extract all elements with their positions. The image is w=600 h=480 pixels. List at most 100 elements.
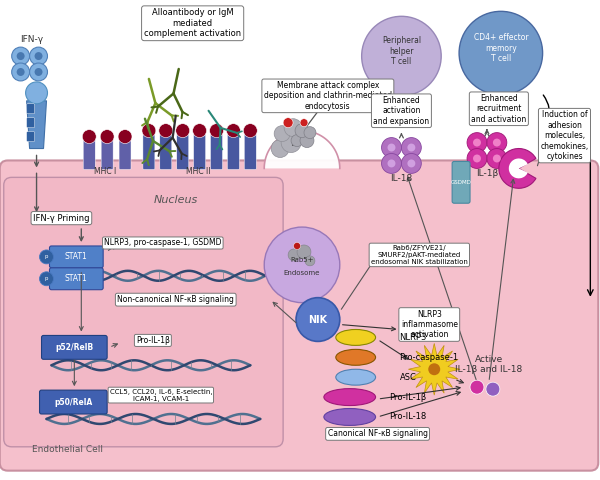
Text: CD4+ effector
memory
T cell: CD4+ effector memory T cell [473,33,528,63]
Circle shape [283,118,293,128]
Circle shape [226,124,241,138]
Circle shape [470,380,484,394]
Circle shape [401,138,421,157]
Circle shape [264,227,340,302]
Text: MHC I: MHC I [94,167,116,176]
Text: Induction of
adhesion
molecules,
chemokines,
cytokines: Induction of adhesion molecules, chemoki… [541,110,589,161]
FancyBboxPatch shape [177,134,188,169]
Circle shape [487,132,507,153]
Circle shape [118,130,132,144]
Circle shape [17,68,25,76]
Circle shape [274,126,290,142]
Circle shape [193,124,206,138]
Text: Alloantibody or IgM
mediated
complement activation: Alloantibody or IgM mediated complement … [144,8,241,38]
Circle shape [29,47,47,65]
FancyBboxPatch shape [26,104,35,114]
FancyBboxPatch shape [26,132,35,142]
Text: IL-1β: IL-1β [476,169,498,178]
Circle shape [11,63,29,81]
Ellipse shape [336,369,376,385]
Circle shape [300,133,314,147]
Circle shape [362,16,441,96]
Text: Enhanced
activation
and expansion: Enhanced activation and expansion [373,96,430,126]
Ellipse shape [336,329,376,346]
Circle shape [176,124,190,138]
Text: p: p [45,276,48,281]
Circle shape [407,159,415,168]
FancyBboxPatch shape [40,390,107,414]
Text: Canonical NF-κB signaling: Canonical NF-κB signaling [328,430,428,438]
Circle shape [271,140,289,157]
Circle shape [281,132,301,153]
Ellipse shape [324,389,376,406]
Circle shape [407,144,415,152]
Polygon shape [409,343,460,395]
Circle shape [473,139,481,146]
Circle shape [100,130,114,144]
Text: NLRP3
inflammasome
activation: NLRP3 inflammasome activation [401,310,458,339]
Text: MHC II: MHC II [187,167,211,176]
Circle shape [382,154,401,173]
Circle shape [305,256,315,266]
FancyBboxPatch shape [143,134,155,169]
Text: CCL5, CCL20, IL-6, E-selectin,
ICAM-1, VCAM-1: CCL5, CCL20, IL-6, E-selectin, ICAM-1, V… [110,389,212,402]
Circle shape [11,47,29,65]
FancyBboxPatch shape [244,134,256,169]
Text: NLRP3: NLRP3 [400,333,427,342]
Circle shape [40,250,53,264]
Circle shape [29,63,47,81]
Text: p52/RelB: p52/RelB [55,343,94,352]
Text: NLRP3, pro-caspase-1, GSDMD: NLRP3, pro-caspase-1, GSDMD [104,239,221,248]
FancyBboxPatch shape [49,246,103,268]
Circle shape [493,155,501,162]
FancyBboxPatch shape [49,268,103,290]
Circle shape [300,119,308,127]
Text: Active
IL-1β and IL-18: Active IL-1β and IL-18 [455,355,523,374]
Circle shape [35,52,43,60]
FancyBboxPatch shape [160,134,172,169]
Text: STAT1: STAT1 [65,252,88,262]
FancyBboxPatch shape [4,178,283,447]
FancyBboxPatch shape [41,336,107,360]
Circle shape [244,124,257,138]
Circle shape [297,245,311,259]
Text: Peripheral
helper
T cell: Peripheral helper T cell [382,36,421,66]
Text: GSDMD: GSDMD [451,180,472,185]
Circle shape [388,144,395,152]
Circle shape [82,130,96,144]
FancyBboxPatch shape [26,118,35,128]
Polygon shape [264,131,340,168]
FancyBboxPatch shape [227,134,239,169]
Ellipse shape [336,349,376,365]
Wedge shape [499,148,536,188]
Circle shape [388,159,395,168]
Text: Non-canonical NF-κB signaling: Non-canonical NF-κB signaling [118,295,234,304]
Circle shape [467,132,487,153]
Circle shape [304,127,316,139]
FancyBboxPatch shape [452,161,470,203]
Circle shape [291,134,303,146]
Text: Pro-IL-18: Pro-IL-18 [389,412,427,421]
Circle shape [40,272,53,286]
Polygon shape [26,101,46,148]
FancyBboxPatch shape [101,140,113,169]
Circle shape [17,52,25,60]
Circle shape [293,242,301,250]
Circle shape [493,139,501,146]
Text: p: p [45,254,48,259]
FancyBboxPatch shape [211,134,223,169]
FancyBboxPatch shape [0,160,598,471]
Text: ASC: ASC [400,372,416,382]
FancyBboxPatch shape [194,134,206,169]
Text: Endosome: Endosome [284,270,320,276]
Circle shape [159,124,173,138]
Circle shape [401,154,421,173]
Text: Enhanced
recruitment
and activation: Enhanced recruitment and activation [471,94,526,124]
Circle shape [459,12,542,95]
Text: IFN-γ: IFN-γ [20,35,43,44]
Text: Pro-caspase-1: Pro-caspase-1 [400,353,458,362]
Text: Rab6/ZFYVE21/
SMURF2/pAKT-mediated
endosomal NIK stabilization: Rab6/ZFYVE21/ SMURF2/pAKT-mediated endos… [371,245,468,265]
Ellipse shape [324,408,376,425]
Text: STAT1: STAT1 [65,274,88,283]
Circle shape [487,148,507,168]
